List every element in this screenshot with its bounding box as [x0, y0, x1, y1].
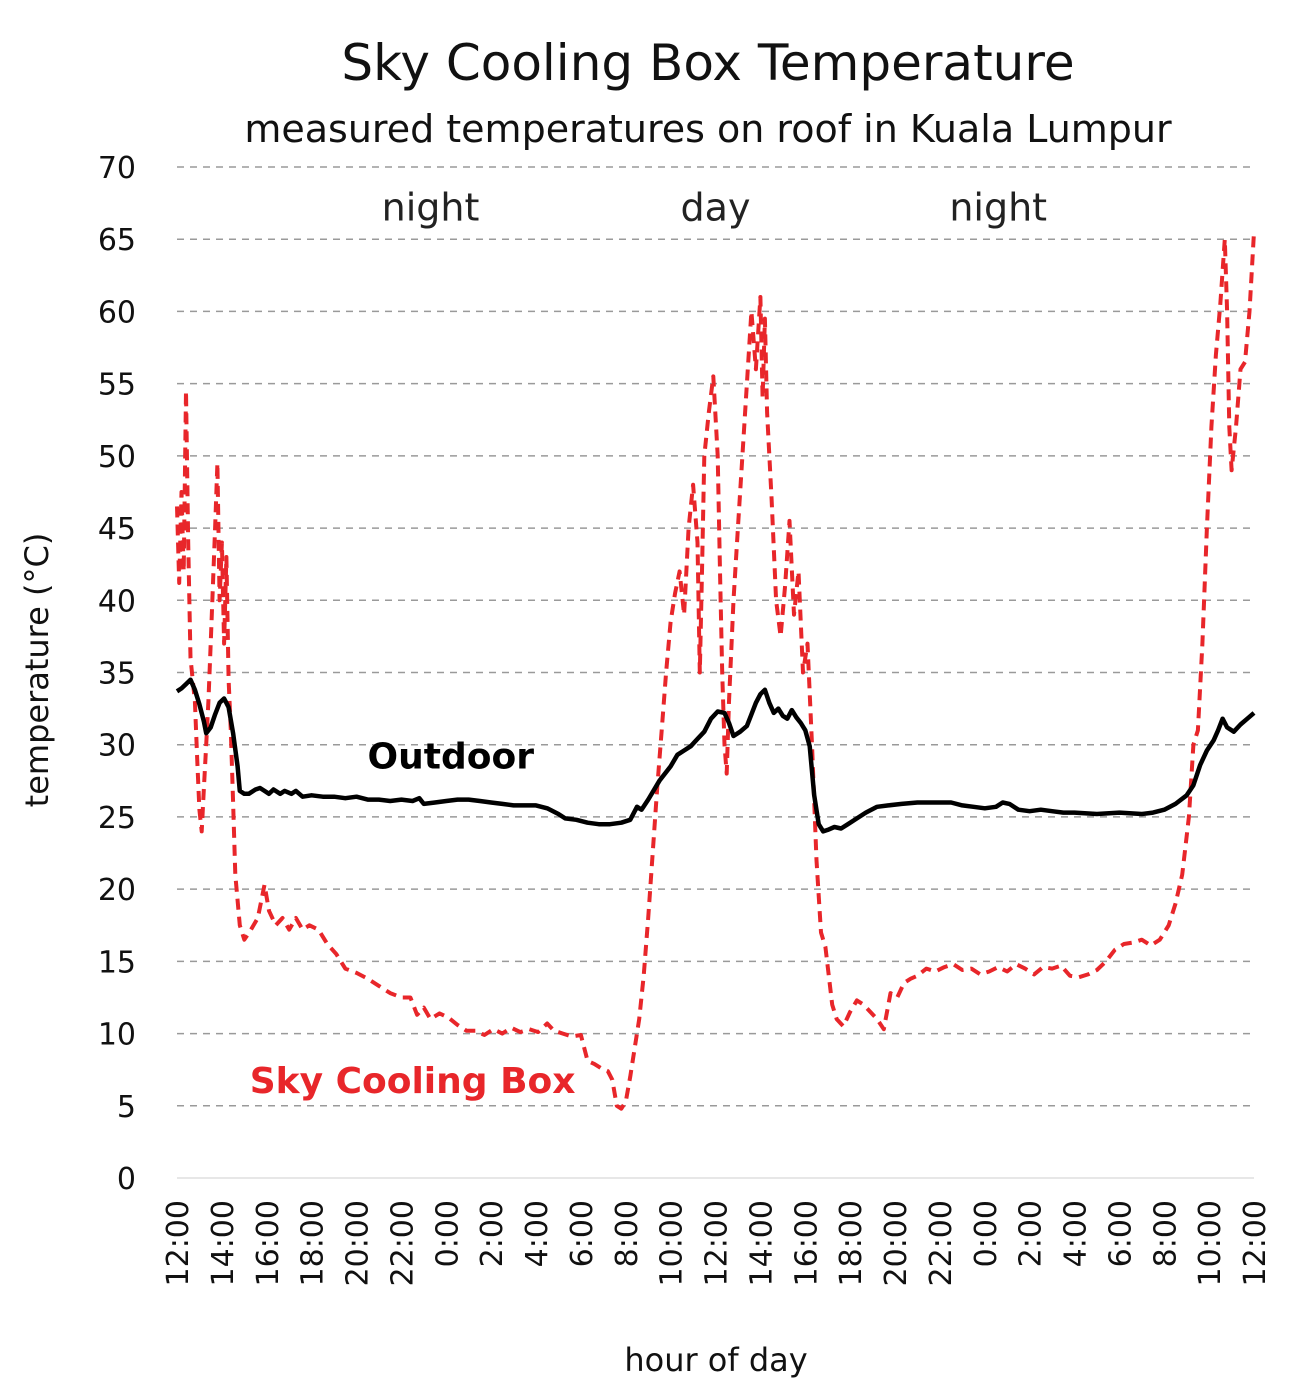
y-tick-label: 35 — [98, 657, 136, 692]
x-tick-label: 16:00 — [789, 1200, 824, 1286]
y-tick-label: 25 — [98, 801, 136, 836]
x-axis-ticks: 12:00 14:00 16:00 18:00 20:00 22:00 0:00 2:00 4:… — [161, 1200, 1273, 1286]
y-axis-ticks: 0 5 10 15 20 25 30 35 40 45 50 55 60 65 70 — [98, 151, 136, 1197]
y-axis-label: temperature (°C) — [18, 533, 56, 808]
series-label-sky-cooling-box: Sky Cooling Box — [250, 1061, 576, 1102]
series-line-outdoor — [175, 677, 1256, 834]
gridlines — [177, 166, 1254, 1179]
x-tick-label: 12:00 — [1238, 1200, 1273, 1286]
x-tick-label: 2:00 — [475, 1200, 510, 1267]
x-tick-label: 12:00 — [700, 1200, 735, 1286]
x-tick-label: 0:00 — [969, 1200, 1004, 1267]
series-labels: Sky Cooling Box Outdoor — [250, 736, 576, 1102]
y-tick-label: 15 — [98, 945, 136, 980]
y-tick-label: 0 — [117, 1162, 136, 1197]
chart-subtitle: measured temperatures on roof in Kuala L… — [244, 107, 1172, 151]
x-tick-label: 6:00 — [565, 1200, 600, 1267]
y-tick-label: 65 — [98, 223, 136, 258]
y-tick-label: 60 — [98, 295, 136, 330]
period-label-day: day — [681, 185, 751, 229]
series-label-outdoor: Outdoor — [368, 736, 535, 777]
x-tick-label: 18:00 — [296, 1200, 331, 1286]
x-tick-label: 2:00 — [1014, 1200, 1049, 1267]
x-tick-label: 14:00 — [206, 1200, 241, 1286]
y-tick-label: 45 — [98, 512, 136, 547]
y-tick-label: 5 — [117, 1090, 136, 1125]
period-label-night: night — [382, 185, 480, 229]
y-tick-label: 40 — [98, 584, 136, 619]
x-tick-label: 8:00 — [610, 1200, 645, 1267]
x-tick-label: 20:00 — [879, 1200, 914, 1286]
x-axis-label: hour of day — [624, 1341, 807, 1379]
y-tick-label: 70 — [98, 151, 136, 186]
x-tick-label: 16:00 — [251, 1200, 286, 1286]
x-tick-label: 4:00 — [1059, 1200, 1094, 1267]
x-tick-label: 22:00 — [924, 1200, 959, 1286]
chart-title: Sky Cooling Box Temperature — [341, 34, 1074, 92]
y-tick-label: 30 — [98, 729, 136, 764]
x-tick-label: 6:00 — [1103, 1200, 1138, 1267]
y-tick-label: 50 — [98, 440, 136, 475]
x-tick-label: 14:00 — [744, 1200, 779, 1286]
x-tick-label: 10:00 — [655, 1200, 690, 1286]
y-tick-label: 20 — [98, 873, 136, 908]
series-lines — [175, 231, 1256, 1111]
series-line-sky-cooling-box — [175, 231, 1256, 1111]
period-label-night: night — [949, 185, 1047, 229]
x-tick-label: 22:00 — [385, 1200, 420, 1286]
x-tick-label: 10:00 — [1193, 1200, 1228, 1286]
period-annotations: night day night — [382, 185, 1047, 229]
x-tick-label: 0:00 — [430, 1200, 465, 1267]
y-tick-label: 55 — [98, 368, 136, 403]
x-tick-label: 18:00 — [834, 1200, 869, 1286]
x-tick-label: 12:00 — [161, 1200, 196, 1286]
y-tick-label: 10 — [98, 1018, 136, 1053]
x-tick-label: 20:00 — [341, 1200, 376, 1286]
x-tick-label: 8:00 — [1148, 1200, 1183, 1267]
x-tick-label: 4:00 — [520, 1200, 555, 1267]
